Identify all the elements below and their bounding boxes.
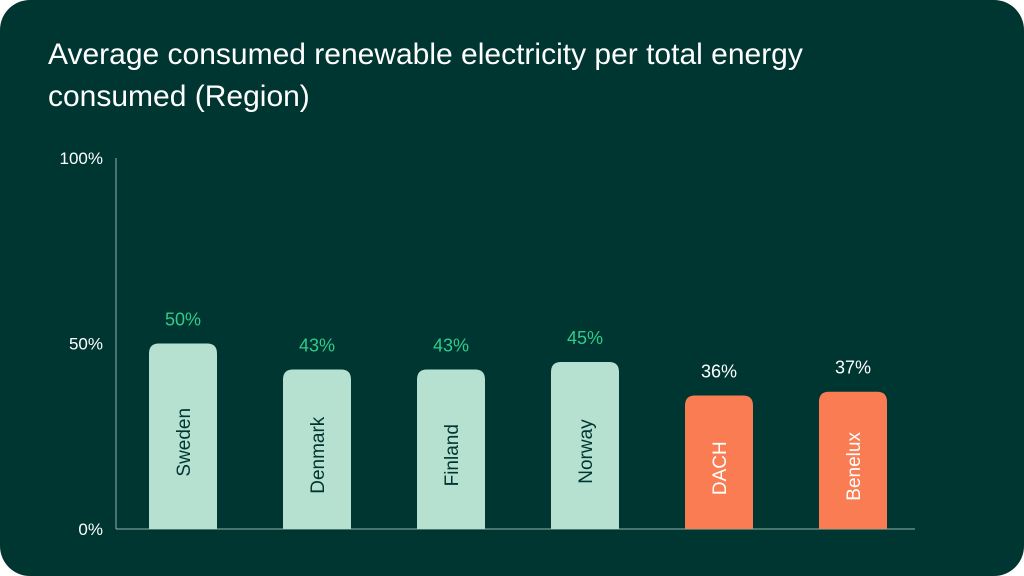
bar-sweden [149, 343, 217, 529]
y-tick-label: 50% [69, 335, 103, 354]
bar-benelux [819, 391, 887, 529]
y-tick-label: 0% [78, 520, 103, 539]
y-tick-label: 100% [60, 149, 103, 168]
category-label: Denmark [308, 416, 329, 494]
data-label: 36% [701, 361, 737, 381]
category-label: DACH [710, 441, 731, 495]
bar-finland [417, 369, 485, 529]
bar-norway [551, 362, 619, 529]
data-label: 45% [567, 328, 603, 348]
data-label: 37% [835, 358, 871, 378]
category-label: Finland [442, 424, 463, 486]
data-label: 43% [299, 335, 335, 355]
data-label: 50% [165, 310, 201, 330]
bar-dach [685, 395, 753, 529]
data-label: 43% [433, 335, 469, 355]
category-label: Benelux [844, 432, 865, 501]
category-label: Sweden [174, 408, 195, 477]
category-label: Norway [576, 419, 597, 484]
bar-denmark [283, 369, 351, 529]
chart-title: Average consumed renewable electricity p… [48, 38, 803, 113]
